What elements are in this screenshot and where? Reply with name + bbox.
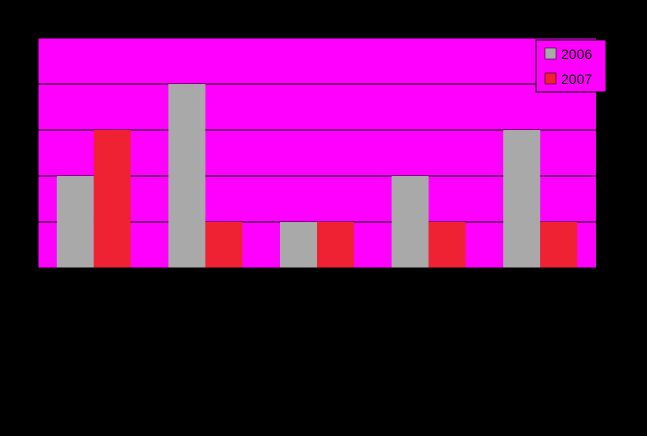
legend: 2006 2007 <box>535 39 607 93</box>
x-category-label-line: Электроника, <box>66 281 82 368</box>
bar-2007-3 <box>317 222 354 268</box>
bar-2006-1 <box>56 176 94 268</box>
x-axis-labels: Электроника, приборостроение, машиностроен… <box>66 281 558 400</box>
legend-label-2007: 2007 <box>561 71 592 87</box>
x-category-label-5: Информационные технологии <box>522 281 558 400</box>
bar-2007-5 <box>540 222 578 268</box>
bar-2007-1 <box>93 130 131 268</box>
x-category-label-1: Электроника, приборостроение, машиностроен… <box>66 281 122 400</box>
bar-2006-4 <box>391 176 429 268</box>
x-category-label-line: машиностроение <box>106 281 122 393</box>
x-category-label-4: Химическая промышленность, строительство <box>401 281 457 399</box>
bar-2007-4 <box>428 222 466 268</box>
x-category-label-line: Информационные <box>522 281 538 400</box>
legend-swatch-2007 <box>544 72 557 85</box>
x-category-label-line: сельское <box>197 281 213 340</box>
x-category-label-2: Биотехнологии, сельское хозяйство <box>177 281 233 382</box>
bar-2007-2 <box>205 222 243 268</box>
y-tick-label: 5 <box>17 33 23 45</box>
y-tick-label: 3 <box>17 125 23 137</box>
x-category-label-line: технологии <box>542 281 558 354</box>
bar-2006-5 <box>503 130 541 268</box>
axes <box>37 38 597 273</box>
x-category-label-3: Медицина <box>309 281 325 348</box>
x-category-label-line: приборостроение, <box>86 281 102 400</box>
y-tick-label: 0 <box>17 263 23 275</box>
y-axis-ticks: 0 1 2 3 4 5 <box>17 33 38 275</box>
bar-2006-2 <box>168 84 206 268</box>
bars <box>56 84 578 268</box>
bar-2006-3 <box>280 222 317 268</box>
x-category-label-line: хозяйство <box>217 281 233 346</box>
x-category-label-line: Медицина <box>309 281 325 348</box>
x-category-label-line: Химическая <box>401 281 417 359</box>
x-category-label-line: промышленность, <box>421 281 437 399</box>
legend-label-2006: 2006 <box>561 46 592 62</box>
y-tick-label: 2 <box>17 171 23 183</box>
x-category-label-line: строительство <box>441 281 457 376</box>
y-tick-label: 4 <box>17 79 23 91</box>
y-tick-label: 1 <box>17 217 23 229</box>
x-category-label-line: Биотехнологии, <box>177 281 193 382</box>
legend-swatch-2006 <box>544 47 557 60</box>
